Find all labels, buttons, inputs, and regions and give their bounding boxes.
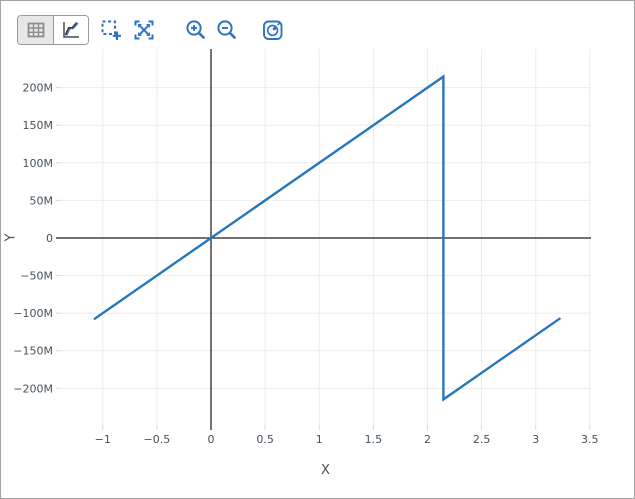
- box-zoom-icon: [101, 20, 121, 40]
- zoom-in-icon: [186, 20, 205, 39]
- x-tick-label: 2: [424, 433, 431, 446]
- x-tick-label: −0.5: [144, 433, 171, 446]
- view-toggle: [17, 15, 89, 45]
- zoom-out-button[interactable]: [215, 18, 239, 42]
- table-grid-icon: [27, 22, 44, 38]
- y-tick-label: 200M: [23, 82, 54, 95]
- zoom-out-icon: [217, 20, 236, 39]
- zoom-in-button[interactable]: [184, 18, 208, 42]
- reset-view-button[interactable]: [261, 18, 285, 42]
- y-tick-label: 150M: [23, 119, 54, 132]
- box-zoom-button[interactable]: [99, 18, 123, 42]
- y-tick-label: 100M: [23, 157, 54, 170]
- x-tick-label: 2.5: [473, 433, 491, 446]
- x-tick-label: 0: [208, 433, 215, 446]
- y-tick-label: 0: [46, 232, 53, 245]
- x-tick-label: 3: [532, 433, 539, 446]
- x-axis-title: X: [321, 463, 330, 478]
- y-tick-label: −200M: [13, 382, 53, 395]
- chart-view-button[interactable]: [53, 16, 88, 44]
- x-tick-label: 1: [316, 433, 323, 446]
- y-tick-label: 50M: [30, 194, 54, 207]
- x-tick-label: 1.5: [365, 433, 383, 446]
- series-line: [93, 74, 561, 402]
- y-tick-label: −150M: [13, 345, 53, 358]
- y-tick-label: −50M: [20, 270, 53, 283]
- focus-icon: [263, 20, 283, 40]
- expand-arrows-icon: [134, 20, 154, 40]
- toolbar: [1, 1, 634, 47]
- line-chart-icon: [63, 22, 79, 38]
- fit-view-button[interactable]: [132, 18, 156, 42]
- x-tick-label: 3.5: [581, 433, 599, 446]
- y-axis-title: Y: [3, 233, 19, 242]
- x-tick-label: 0.5: [256, 433, 274, 446]
- x-tick-label: −1: [95, 433, 111, 446]
- table-view-button[interactable]: [18, 16, 53, 44]
- y-tick-label: −100M: [13, 307, 53, 320]
